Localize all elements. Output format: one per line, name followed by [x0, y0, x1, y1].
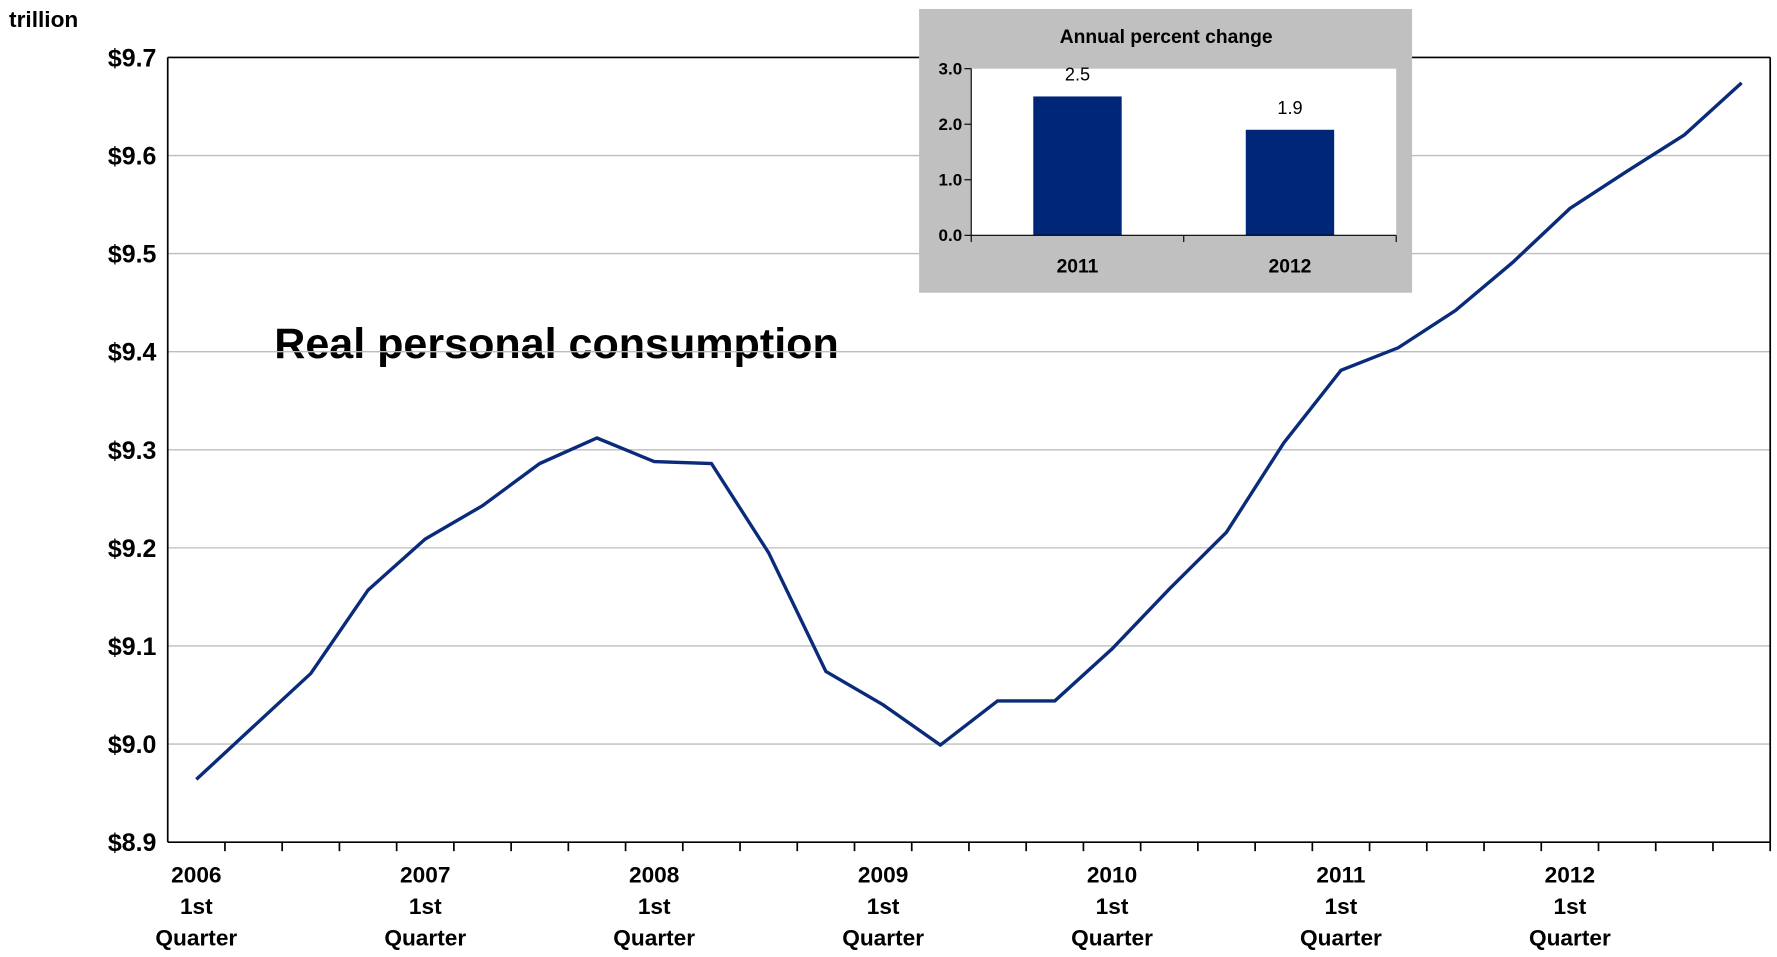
x-tick-label: 2007 1st Quarter — [384, 863, 466, 951]
y-axis-label: trillion — [9, 7, 78, 32]
annotation: Real personal consumption — [274, 320, 838, 368]
y-tick-label: $9.5 — [108, 242, 157, 269]
x-tick-label: 2012 1st Quarter — [1529, 863, 1611, 951]
y-tick-label: $9.1 — [108, 634, 157, 661]
inset-title: Annual percent change — [1060, 27, 1273, 48]
y-tick-label: $9.0 — [108, 732, 157, 759]
y-tick-label: $9.3 — [108, 438, 157, 465]
bar — [1033, 96, 1122, 236]
y-tick-label: $9.6 — [108, 144, 157, 171]
x-tick-label: 2011 1st Quarter — [1300, 863, 1382, 951]
value-label: 1.9 — [1277, 98, 1302, 118]
x-tick-label: 2006 1st Quarter — [155, 863, 237, 951]
y-tick-label: $8.9 — [108, 830, 157, 857]
line-series — [195, 81, 1743, 781]
y-tick-label: 0.0 — [939, 226, 963, 245]
x-tick-label: 2011 — [1057, 257, 1099, 278]
x-tick-label: 2008 1st Quarter — [613, 863, 695, 951]
y-tick-label: $9.7 — [108, 45, 157, 72]
x-tick-label: 2009 1st Quarter — [842, 863, 924, 951]
x-tick-label: 2012 — [1269, 257, 1312, 278]
y-tick-label: 2.0 — [939, 115, 963, 134]
x-tick-label: 2010 1st Quarter — [1071, 863, 1153, 951]
y-tick-label: 3.0 — [939, 59, 963, 78]
y-tick-label: 1.0 — [939, 170, 963, 189]
y-tick-label: $9.4 — [108, 340, 157, 367]
value-label: 2.5 — [1065, 65, 1090, 85]
bar — [1245, 129, 1335, 236]
y-tick-label: $9.2 — [108, 536, 157, 563]
